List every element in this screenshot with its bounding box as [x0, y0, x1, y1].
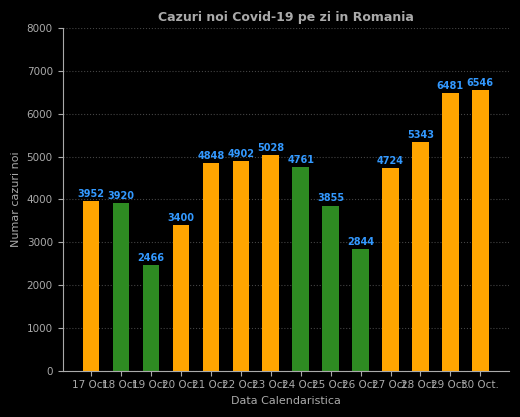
Text: 5343: 5343: [407, 130, 434, 140]
Text: 3855: 3855: [317, 193, 344, 203]
Bar: [173, 225, 189, 371]
Bar: [442, 93, 459, 371]
Bar: [142, 265, 159, 371]
Title: Cazuri noi Covid-19 pe zi in Romania: Cazuri noi Covid-19 pe zi in Romania: [158, 11, 413, 24]
Bar: [203, 163, 219, 371]
Text: 2466: 2466: [137, 253, 164, 263]
Text: 3952: 3952: [77, 189, 105, 199]
Text: 5028: 5028: [257, 143, 284, 153]
Bar: [472, 90, 489, 371]
Text: 4761: 4761: [287, 155, 314, 165]
Text: 3400: 3400: [167, 213, 194, 223]
Bar: [232, 161, 249, 371]
Bar: [263, 155, 279, 371]
Bar: [113, 203, 129, 371]
Text: 3920: 3920: [108, 191, 135, 201]
Text: 2844: 2844: [347, 237, 374, 247]
Bar: [353, 249, 369, 371]
X-axis label: Data Calendaristica: Data Calendaristica: [231, 396, 341, 406]
Text: 4848: 4848: [197, 151, 225, 161]
Bar: [83, 201, 99, 371]
Y-axis label: Numar cazuri noi: Numar cazuri noi: [11, 151, 21, 247]
Bar: [322, 206, 339, 371]
Text: 4724: 4724: [377, 156, 404, 166]
Bar: [412, 142, 428, 371]
Bar: [292, 167, 309, 371]
Bar: [382, 168, 399, 371]
Text: 4902: 4902: [227, 148, 254, 158]
Text: 6546: 6546: [467, 78, 494, 88]
Text: 6481: 6481: [437, 81, 464, 91]
